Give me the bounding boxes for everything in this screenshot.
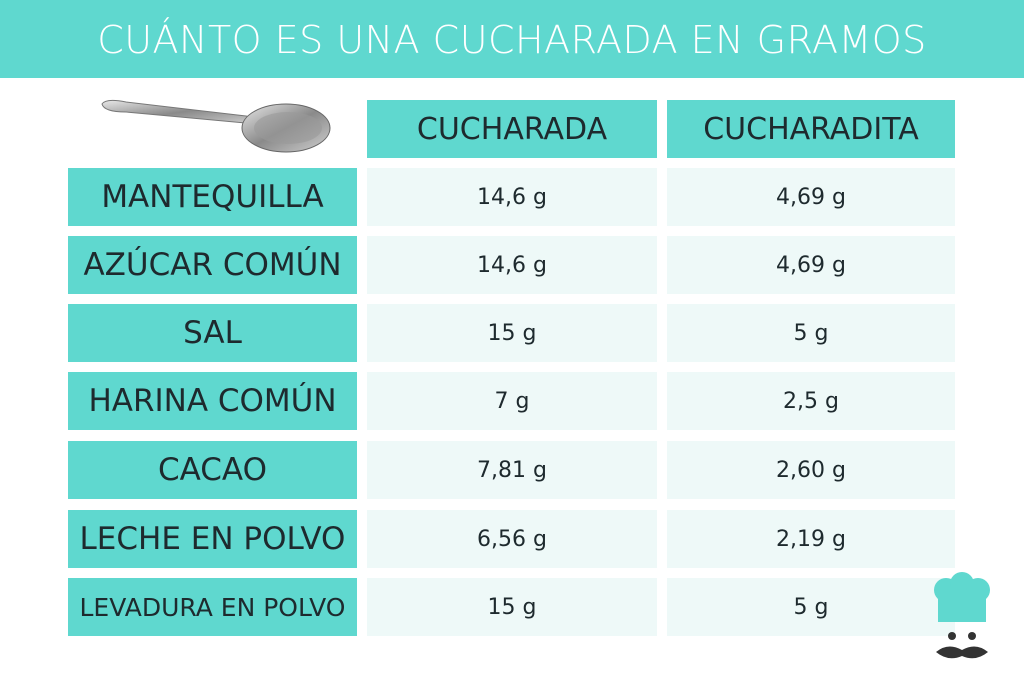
row-label: CACAO bbox=[68, 441, 357, 499]
value-cell: 6,56 g bbox=[367, 510, 657, 568]
value-cell: 7 g bbox=[367, 372, 657, 430]
row-label: LECHE EN POLVO bbox=[68, 510, 357, 568]
column-header: CUCHARADITA bbox=[667, 100, 955, 158]
value-cell: 7,81 g bbox=[367, 441, 657, 499]
title-bar: CUÁNTO ES UNA CUCHARADA EN GRAMOS bbox=[0, 0, 1024, 78]
row-label: MANTEQUILLA bbox=[68, 168, 357, 226]
value-cell: 5 g bbox=[667, 578, 955, 636]
row-label: AZÚCAR COMÚN bbox=[68, 236, 357, 294]
row-label: SAL bbox=[68, 304, 357, 362]
value-cell: 14,6 g bbox=[367, 236, 657, 294]
value-cell: 4,69 g bbox=[667, 168, 955, 226]
spoon-image bbox=[101, 99, 331, 153]
value-cell: 15 g bbox=[367, 304, 657, 362]
value-cell: 5 g bbox=[667, 304, 955, 362]
value-cell: 4,69 g bbox=[667, 236, 955, 294]
row-label: HARINA COMÚN bbox=[68, 372, 357, 430]
value-cell: 2,19 g bbox=[667, 510, 955, 568]
value-cell: 2,60 g bbox=[667, 441, 955, 499]
value-cell: 14,6 g bbox=[367, 168, 657, 226]
value-cell: 15 g bbox=[367, 578, 657, 636]
row-label: LEVADURA EN POLVO bbox=[68, 578, 357, 636]
value-cell: 2,5 g bbox=[667, 372, 955, 430]
title: CUÁNTO ES UNA CUCHARADA EN GRAMOS bbox=[97, 18, 927, 62]
column-header: CUCHARADA bbox=[367, 100, 657, 158]
chef-icon bbox=[934, 572, 990, 659]
